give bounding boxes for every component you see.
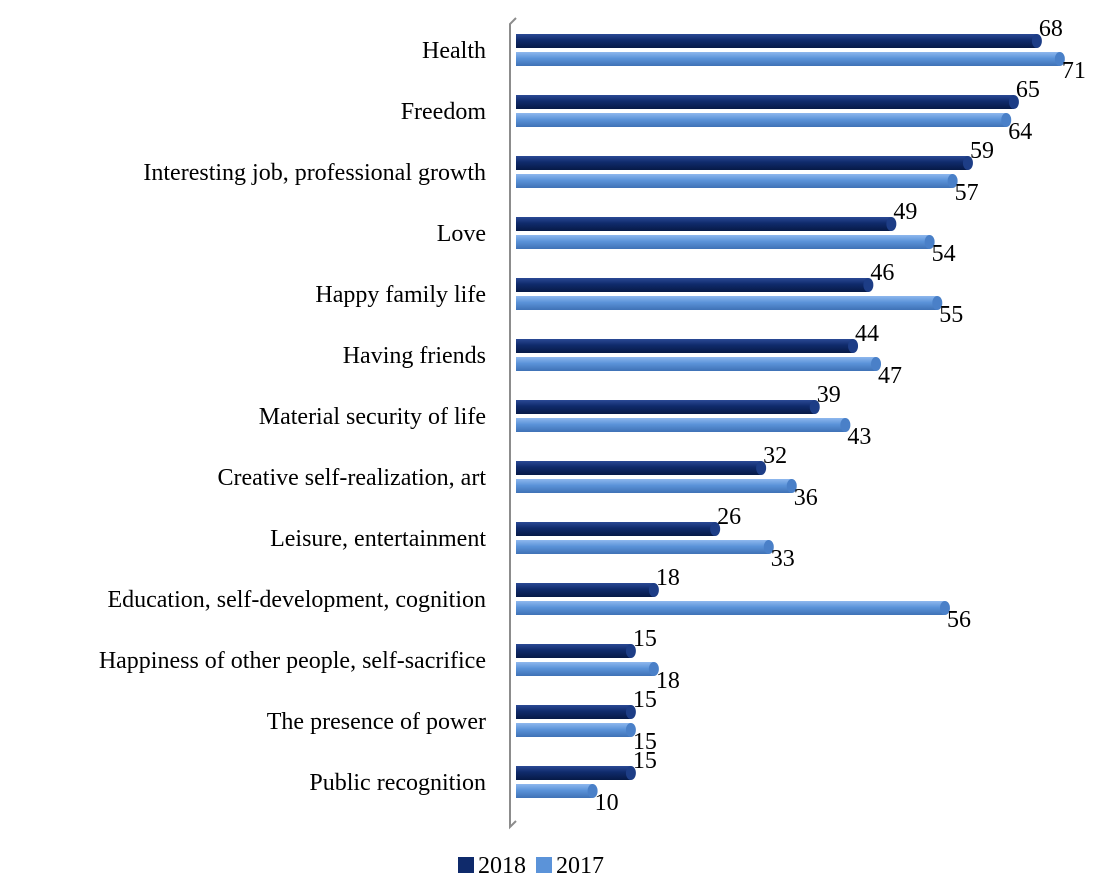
bar-2017 — [516, 174, 958, 188]
bar-2018 — [516, 461, 767, 475]
data-label-2018: 49 — [893, 199, 917, 225]
bar-2017 — [516, 235, 935, 249]
bar-2018 — [516, 766, 636, 780]
data-label-2018: 68 — [1039, 16, 1063, 42]
data-label-2017: 15 — [633, 729, 657, 755]
bar-2017 — [516, 52, 1065, 66]
bar-2018 — [516, 522, 721, 536]
data-label-2018: 18 — [656, 565, 680, 591]
category-label: Material security of life — [259, 404, 486, 430]
legend-label-2018: 2018 — [478, 853, 526, 879]
category-label: Education, self-development, cognition — [107, 587, 486, 613]
data-label-2018: 26 — [717, 504, 741, 530]
axis-line — [509, 17, 517, 830]
data-label-2018: 46 — [870, 260, 894, 286]
data-label-2017: 43 — [847, 424, 871, 450]
bar-2017 — [516, 723, 636, 737]
data-label-2017: 64 — [1008, 119, 1032, 145]
category-label: Health — [422, 38, 486, 64]
category-label: Leisure, entertainment — [270, 526, 486, 552]
data-label-2017: 56 — [947, 607, 971, 633]
bar-2018 — [516, 34, 1042, 48]
bar-series-group — [516, 34, 1065, 798]
bar-2018 — [516, 95, 1019, 109]
category-label: Freedom — [401, 99, 487, 125]
data-label-2017: 54 — [932, 241, 956, 267]
category-label: Love — [437, 221, 486, 247]
data-label-2018: 32 — [763, 443, 787, 469]
category-label: Happiness of other people, self-sacrific… — [99, 648, 486, 674]
data-label-2017: 10 — [595, 790, 619, 816]
bar-2017 — [516, 784, 598, 798]
label-group: Health 68 71 Freedom 65 64 Interesting job, pr… — [99, 16, 1086, 816]
bar-2018 — [516, 217, 897, 231]
data-label-2018: 59 — [970, 138, 994, 164]
category-label: The presence of power — [267, 709, 486, 735]
bar-2017 — [516, 418, 851, 432]
category-axis — [509, 17, 517, 830]
category-label: Interesting job, professional growth — [143, 160, 486, 186]
data-label-2018: 65 — [1016, 77, 1040, 103]
bar-2018 — [516, 400, 820, 414]
category-label: Having friends — [343, 343, 486, 369]
category-label: Happy family life — [315, 282, 486, 308]
bar-2017 — [516, 601, 950, 615]
data-label-2018: 15 — [633, 748, 657, 774]
bar-2018 — [516, 156, 973, 170]
bar-2017 — [516, 357, 882, 371]
legend: 2018 2017 — [458, 853, 604, 879]
data-label-2017: 57 — [955, 180, 979, 206]
category-label: Creative self-realization, art — [217, 465, 486, 491]
bar-2018 — [516, 644, 636, 658]
bar-2018 — [516, 705, 636, 719]
data-label-2018: 15 — [633, 626, 657, 652]
bar-2017 — [516, 662, 659, 676]
bar-2017 — [516, 479, 797, 493]
data-label-2018: 39 — [817, 382, 841, 408]
legend-label-2017: 2017 — [556, 853, 604, 879]
data-label-2017: 18 — [656, 668, 680, 694]
data-label-2017: 71 — [1062, 58, 1086, 84]
bar-2017 — [516, 540, 774, 554]
bar-2018 — [516, 583, 659, 597]
data-label-2017: 33 — [771, 546, 795, 572]
bar-2018 — [516, 339, 859, 353]
bar-2018 — [516, 278, 874, 292]
category-label: Public recognition — [309, 770, 486, 796]
bar-2017 — [516, 113, 1012, 127]
data-label-2018: 44 — [855, 321, 879, 347]
bar-2017 — [516, 296, 943, 310]
legend-swatch-2018 — [458, 857, 474, 873]
data-label-2018: 15 — [633, 687, 657, 713]
data-label-2017: 47 — [878, 363, 902, 389]
data-label-2017: 36 — [794, 485, 818, 511]
data-label-2017: 55 — [939, 302, 963, 328]
legend-swatch-2017 — [536, 857, 552, 873]
